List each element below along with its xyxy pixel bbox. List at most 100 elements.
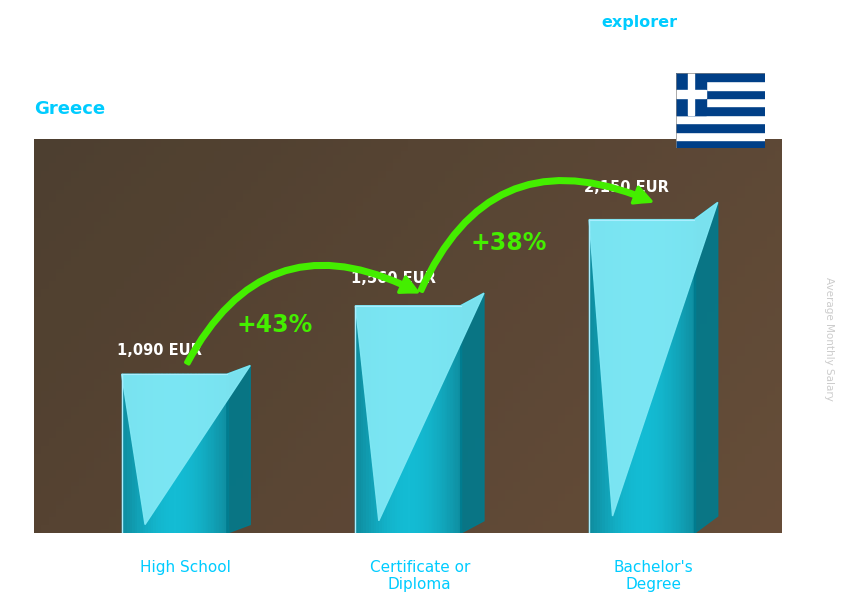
Bar [392, 305, 395, 533]
Bar [678, 219, 682, 533]
Bar [637, 219, 640, 533]
Bar [150, 375, 154, 533]
Bar [400, 305, 404, 533]
Bar [164, 375, 167, 533]
Bar [676, 219, 679, 533]
Bar [198, 375, 201, 533]
Bar [676, 98, 765, 107]
Bar [358, 305, 361, 533]
Bar [660, 219, 664, 533]
Bar [647, 219, 650, 533]
Bar [135, 375, 139, 533]
Bar [689, 219, 693, 533]
Bar [427, 305, 430, 533]
Bar [418, 305, 422, 533]
Bar [421, 305, 424, 533]
Bar [608, 219, 611, 533]
Bar [639, 219, 643, 533]
Bar [208, 375, 212, 533]
Bar [615, 219, 619, 533]
Text: .com: .com [676, 15, 719, 30]
Bar [676, 107, 765, 115]
Polygon shape [694, 202, 717, 533]
Bar [143, 375, 146, 533]
Bar [382, 305, 385, 533]
Polygon shape [122, 365, 250, 525]
Bar [369, 305, 372, 533]
Bar [592, 219, 595, 533]
Bar [167, 375, 170, 533]
Bar [458, 305, 462, 533]
Bar [213, 375, 217, 533]
Bar [374, 305, 377, 533]
Bar [676, 90, 705, 98]
Text: Certificate or
Diploma: Certificate or Diploma [370, 559, 470, 592]
Bar [673, 219, 677, 533]
Bar [193, 375, 196, 533]
Text: Salary Comparison By Education: Salary Comparison By Education [34, 9, 517, 35]
Bar [692, 219, 695, 533]
Bar [623, 219, 626, 533]
Bar [594, 219, 598, 533]
Bar [355, 305, 359, 533]
Bar [434, 305, 438, 533]
FancyArrowPatch shape [185, 264, 417, 364]
Bar [124, 375, 128, 533]
Bar [432, 305, 435, 533]
Bar [153, 375, 156, 533]
Bar [676, 115, 765, 123]
Bar [138, 375, 141, 533]
Bar [403, 305, 406, 533]
Bar [203, 375, 207, 533]
Bar [182, 375, 185, 533]
Bar [626, 219, 629, 533]
Bar [416, 305, 419, 533]
Bar [652, 219, 655, 533]
Bar [605, 219, 609, 533]
Bar [450, 305, 453, 533]
Bar [408, 305, 411, 533]
Text: Bachelor's
Degree: Bachelor's Degree [614, 559, 694, 592]
Bar [676, 90, 765, 98]
Bar [169, 375, 173, 533]
Bar [363, 305, 366, 533]
Bar [172, 375, 175, 533]
Text: explorer: explorer [601, 15, 677, 30]
Bar [603, 219, 606, 533]
Bar [644, 219, 648, 533]
Bar [634, 219, 638, 533]
Bar [206, 375, 209, 533]
Polygon shape [227, 365, 250, 533]
Bar [413, 305, 416, 533]
Polygon shape [589, 202, 717, 516]
Bar [683, 219, 687, 533]
Bar [145, 375, 149, 533]
Bar [196, 375, 199, 533]
Bar [219, 375, 223, 533]
Bar [456, 305, 459, 533]
Bar [445, 305, 448, 533]
Bar [190, 375, 193, 533]
Bar [184, 375, 188, 533]
Bar [447, 305, 450, 533]
Bar [377, 305, 380, 533]
Bar [379, 305, 382, 533]
Bar [429, 305, 433, 533]
Bar [201, 375, 204, 533]
Bar [216, 375, 219, 533]
Bar [411, 305, 414, 533]
Bar [211, 375, 214, 533]
Bar [224, 375, 228, 533]
Bar [405, 305, 409, 533]
Text: 2,150 EUR: 2,150 EUR [585, 180, 669, 195]
Text: Average Monthly Salary: Average Monthly Salary [824, 278, 834, 401]
Bar [179, 375, 183, 533]
Bar [687, 219, 690, 533]
Bar [676, 73, 705, 115]
Text: 1,090 EUR: 1,090 EUR [117, 343, 201, 358]
Bar [676, 81, 765, 90]
Bar [387, 305, 390, 533]
Bar [140, 375, 144, 533]
Bar [671, 219, 674, 533]
Bar [424, 305, 427, 533]
